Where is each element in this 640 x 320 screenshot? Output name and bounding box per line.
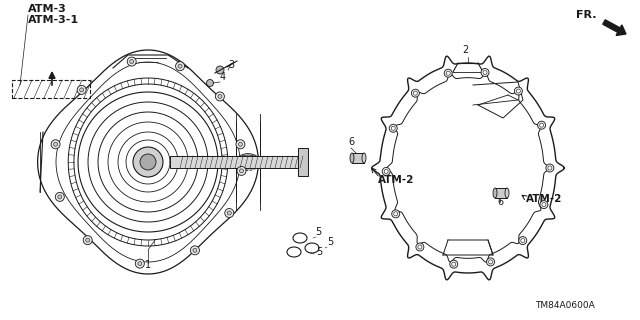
Circle shape: [55, 192, 64, 201]
Bar: [12, 80, 90, 98]
Circle shape: [127, 57, 136, 66]
Circle shape: [450, 260, 458, 268]
Ellipse shape: [350, 153, 354, 163]
Text: 5: 5: [316, 247, 323, 257]
Circle shape: [391, 126, 396, 130]
Circle shape: [207, 79, 214, 86]
Circle shape: [86, 238, 90, 242]
Circle shape: [130, 60, 134, 64]
Circle shape: [540, 123, 543, 127]
Text: 4: 4: [220, 72, 226, 82]
Bar: [495, 188, 507, 198]
Circle shape: [140, 154, 156, 170]
Circle shape: [237, 166, 246, 175]
Ellipse shape: [505, 188, 509, 198]
Circle shape: [227, 211, 231, 215]
Text: ATM-3-1: ATM-3-1: [28, 15, 79, 25]
Circle shape: [239, 142, 243, 146]
Text: 5: 5: [315, 227, 321, 237]
Circle shape: [413, 91, 417, 95]
Text: FR.: FR.: [576, 10, 596, 20]
Circle shape: [481, 68, 489, 76]
Circle shape: [446, 71, 450, 75]
Circle shape: [516, 89, 520, 93]
Circle shape: [218, 94, 222, 99]
Text: 2: 2: [462, 45, 468, 55]
Bar: [352, 153, 364, 163]
Circle shape: [77, 85, 86, 94]
Text: ATM-3: ATM-3: [28, 4, 67, 14]
Circle shape: [538, 121, 545, 129]
Circle shape: [483, 70, 487, 75]
Circle shape: [521, 239, 525, 243]
Text: 3: 3: [228, 60, 234, 70]
Circle shape: [83, 236, 92, 244]
Circle shape: [135, 259, 145, 268]
Circle shape: [444, 69, 452, 77]
Text: 6: 6: [348, 137, 354, 147]
Circle shape: [486, 258, 495, 266]
Circle shape: [193, 248, 197, 252]
Circle shape: [51, 140, 60, 149]
Circle shape: [519, 236, 527, 244]
Ellipse shape: [362, 153, 366, 163]
Circle shape: [546, 164, 554, 172]
Circle shape: [412, 89, 419, 97]
Circle shape: [58, 195, 62, 199]
Circle shape: [382, 167, 390, 175]
Circle shape: [216, 66, 224, 74]
Text: TM84A0600A: TM84A0600A: [535, 301, 595, 310]
Circle shape: [515, 87, 522, 95]
Circle shape: [133, 147, 163, 177]
Text: 6: 6: [497, 197, 503, 207]
Circle shape: [79, 88, 84, 92]
Circle shape: [488, 260, 493, 264]
Circle shape: [389, 124, 397, 132]
Circle shape: [216, 92, 225, 101]
Ellipse shape: [493, 188, 497, 198]
Circle shape: [392, 210, 400, 218]
Circle shape: [225, 209, 234, 218]
Text: 5: 5: [327, 237, 333, 247]
Bar: [298, 148, 308, 176]
Circle shape: [138, 262, 142, 266]
Circle shape: [394, 212, 397, 216]
Circle shape: [239, 169, 243, 173]
Text: ATM-2: ATM-2: [378, 175, 414, 185]
Circle shape: [191, 246, 200, 255]
Circle shape: [452, 262, 456, 266]
Circle shape: [418, 245, 422, 249]
Circle shape: [236, 140, 245, 149]
Circle shape: [178, 64, 182, 68]
Circle shape: [384, 169, 388, 173]
Circle shape: [54, 142, 58, 146]
Text: 1: 1: [145, 260, 151, 270]
FancyArrow shape: [603, 20, 626, 36]
Circle shape: [416, 243, 424, 251]
Circle shape: [540, 201, 548, 209]
Bar: [170, 156, 303, 168]
Text: ATM-2: ATM-2: [526, 194, 563, 204]
Circle shape: [175, 62, 184, 71]
Circle shape: [542, 203, 546, 207]
Circle shape: [548, 166, 552, 170]
